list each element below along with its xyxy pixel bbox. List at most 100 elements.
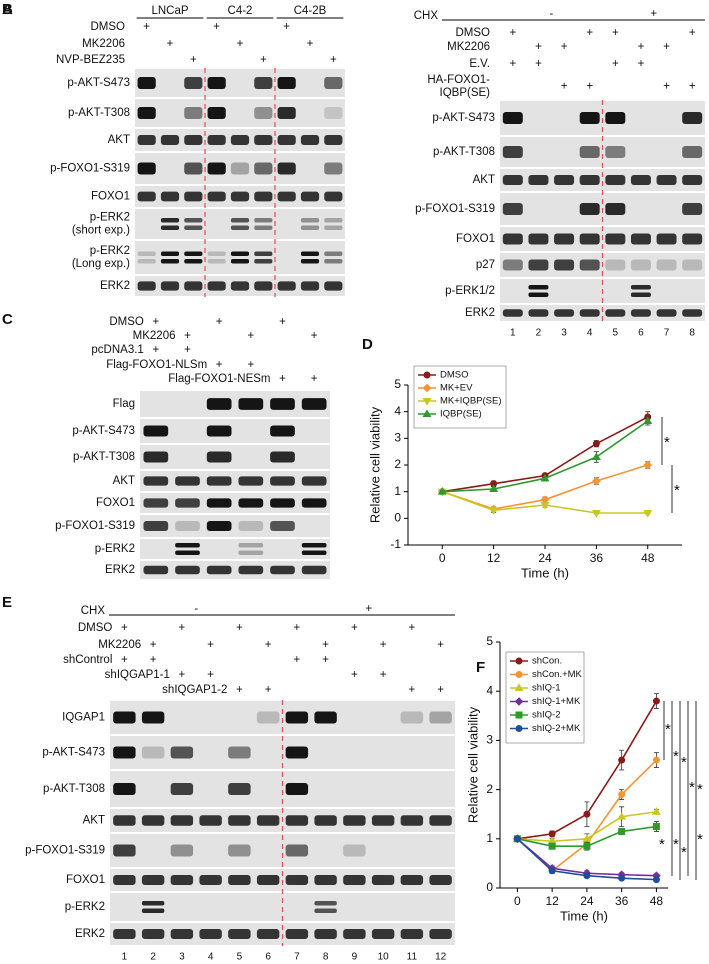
lane-number: 5 bbox=[613, 328, 619, 339]
band bbox=[143, 498, 169, 508]
band bbox=[175, 543, 200, 548]
significance-mark: * bbox=[697, 831, 703, 848]
treatment-sign: + bbox=[121, 622, 128, 634]
y-tick-label: 3 bbox=[394, 431, 401, 445]
y-tick-label: 0 bbox=[486, 880, 493, 894]
row-label: (short exp.) bbox=[72, 225, 130, 237]
treatment-sign: + bbox=[121, 654, 128, 666]
band bbox=[554, 233, 575, 245]
band bbox=[579, 112, 600, 124]
band bbox=[270, 398, 295, 410]
row-label: Flag bbox=[113, 398, 135, 410]
band bbox=[528, 309, 549, 317]
row-label: IQGAP1 bbox=[62, 712, 105, 724]
y-tick-label: 4 bbox=[394, 404, 401, 418]
row-label: ERK2 bbox=[465, 307, 495, 319]
band bbox=[277, 134, 296, 146]
band bbox=[277, 191, 296, 202]
band bbox=[301, 565, 327, 575]
treatment-sign: + bbox=[561, 81, 568, 93]
lane-number: 2 bbox=[536, 328, 542, 339]
band bbox=[143, 565, 169, 575]
band bbox=[184, 107, 203, 119]
band bbox=[324, 281, 343, 291]
legend-label: shCon.+MK bbox=[532, 669, 583, 680]
band bbox=[238, 520, 264, 532]
band bbox=[206, 520, 232, 532]
band bbox=[184, 281, 203, 291]
band bbox=[137, 259, 156, 264]
chx-label: CHX bbox=[414, 10, 439, 22]
legend-label: shIQ-1+MK bbox=[532, 696, 581, 707]
band bbox=[528, 233, 549, 245]
marker bbox=[592, 476, 601, 486]
band bbox=[175, 565, 200, 575]
treatment-label: E.V. bbox=[469, 58, 490, 70]
treatment-sign: + bbox=[265, 639, 272, 651]
band bbox=[605, 203, 626, 215]
band bbox=[270, 498, 295, 508]
y-tick-label: 2 bbox=[394, 457, 401, 471]
treatment-sign: + bbox=[437, 684, 444, 696]
band bbox=[579, 174, 600, 186]
legend-label: shIQ-1 bbox=[532, 683, 561, 694]
blot-row bbox=[140, 493, 330, 513]
band bbox=[324, 162, 343, 175]
row-label: p-AKT-T308 bbox=[43, 783, 105, 795]
band bbox=[184, 134, 203, 146]
band bbox=[682, 146, 703, 158]
band bbox=[502, 309, 523, 317]
band bbox=[300, 281, 320, 291]
row-label: (Long exp.) bbox=[72, 258, 130, 270]
band bbox=[429, 815, 452, 826]
marker bbox=[652, 756, 660, 764]
band bbox=[254, 225, 273, 230]
band bbox=[228, 783, 251, 795]
treatment-label: Flag-FOXO1-NLSm bbox=[106, 359, 207, 371]
band bbox=[285, 874, 309, 886]
treatment-sign: + bbox=[663, 81, 670, 93]
treatment-label: MK2206 bbox=[447, 41, 490, 53]
chx-group: - bbox=[194, 603, 198, 615]
row-label: ERK2 bbox=[105, 564, 135, 576]
blot-row bbox=[140, 561, 330, 579]
lane-number: 3 bbox=[561, 328, 567, 339]
band bbox=[230, 162, 250, 175]
y-axis-label: Relative cell viability bbox=[367, 406, 382, 523]
band bbox=[175, 520, 200, 532]
band bbox=[160, 259, 180, 264]
cell-line-label: C4-2B bbox=[294, 5, 327, 17]
band bbox=[137, 162, 156, 175]
band bbox=[324, 218, 343, 223]
blot-row bbox=[140, 515, 330, 537]
panel-label: B bbox=[2, 1, 13, 18]
band bbox=[160, 281, 180, 291]
band bbox=[184, 191, 203, 202]
band bbox=[314, 901, 337, 906]
row-label: AKT bbox=[108, 134, 130, 146]
band bbox=[207, 191, 226, 202]
x-tick-label: 24 bbox=[580, 894, 594, 908]
lane-number: 6 bbox=[638, 328, 644, 339]
band bbox=[170, 874, 194, 886]
band bbox=[301, 498, 327, 508]
marker bbox=[583, 810, 591, 818]
band bbox=[141, 711, 165, 724]
x-tick-label: 12 bbox=[487, 551, 501, 565]
band bbox=[630, 285, 651, 290]
band bbox=[184, 218, 203, 223]
band bbox=[160, 251, 180, 256]
treatment-sign: + bbox=[179, 622, 186, 634]
marker bbox=[437, 487, 447, 495]
marker bbox=[548, 842, 556, 850]
band bbox=[170, 815, 194, 826]
band bbox=[143, 451, 169, 463]
band bbox=[230, 134, 250, 146]
treatment-label: DMSO bbox=[109, 316, 144, 328]
band bbox=[400, 928, 424, 940]
row-label: p-ERK2 bbox=[90, 245, 130, 257]
band bbox=[324, 225, 343, 230]
treatment-sign: + bbox=[351, 622, 358, 634]
band bbox=[170, 928, 194, 940]
band bbox=[113, 815, 136, 826]
